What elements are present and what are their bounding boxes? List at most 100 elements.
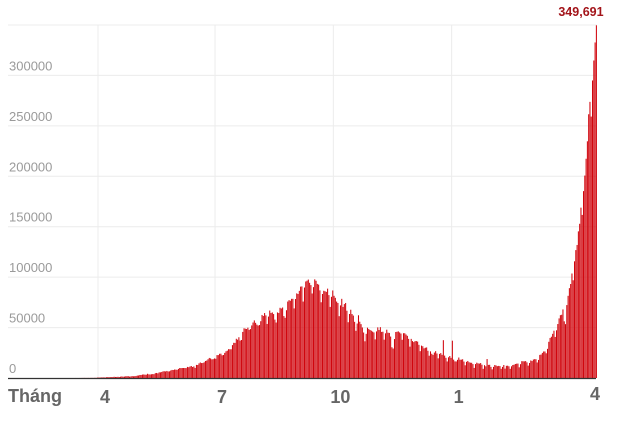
bar [228,349,230,378]
bar [554,336,556,378]
bar [260,321,262,378]
bar [208,357,210,378]
bar [170,370,172,378]
bar [294,299,296,378]
bar [157,373,159,378]
bar [189,366,191,378]
bar [432,354,434,378]
bar [397,331,399,378]
y-axis-labels: 0 50000 100000 150000 200000 250000 300000 [9,58,52,376]
bar [379,327,381,378]
bar [558,318,560,378]
bar [472,364,474,378]
bar [438,353,441,378]
bar [309,282,311,378]
bar [337,302,339,378]
bar [147,373,149,378]
bar [183,368,185,378]
bar [568,288,570,378]
bar [486,359,488,378]
bar [481,364,483,378]
bar [121,376,123,378]
bar [319,290,321,378]
bar [474,364,477,378]
bar [311,293,313,378]
bar [467,360,469,378]
bar [291,298,293,378]
bar [256,324,258,378]
bar [338,316,340,378]
bar [279,307,281,378]
bar [584,175,586,378]
bar [592,80,594,378]
bar [181,368,183,378]
bar [487,364,489,378]
bar [243,328,245,378]
bar [314,279,316,378]
bar [459,359,461,378]
bar [297,293,299,378]
bar [252,322,254,378]
bar [238,337,240,378]
bar [132,376,134,378]
bar [496,366,498,378]
bar [257,325,259,378]
bar [207,359,209,378]
bar [440,353,442,378]
bar [220,353,222,378]
bar [249,329,251,378]
bar [566,305,568,378]
bar [557,324,559,378]
bar [194,367,196,378]
bar [360,324,362,378]
bar [154,373,156,378]
bar [312,287,314,378]
bar [580,207,582,378]
bar [224,352,226,378]
bar [469,362,471,378]
bar [159,372,161,378]
bar [441,354,443,378]
bar [391,347,393,378]
bar [390,336,392,378]
bar [118,377,120,378]
bar [525,361,527,378]
bar [346,310,348,378]
bar [246,328,248,378]
bar [561,314,563,378]
bar [419,351,421,378]
bar [489,364,491,378]
bar [357,315,360,378]
bar [138,375,140,378]
bar [210,358,212,378]
bar [378,329,380,378]
bar [102,377,104,378]
bar [310,285,312,378]
bar [544,351,546,378]
bar [405,334,407,378]
bar [386,329,388,378]
bar [476,362,478,378]
bar [450,357,452,378]
x-tick-label: 4 [100,387,110,407]
bar [267,316,269,378]
bar [143,374,145,378]
bar [125,376,127,378]
bar [516,363,518,378]
bar [402,333,405,378]
y-tick-label: 200000 [9,159,52,174]
bar [327,288,329,378]
bar [114,376,116,378]
bar [112,376,114,378]
bar [420,345,423,378]
bar [455,361,457,378]
bar [296,293,298,378]
bar [148,374,150,378]
bar [423,348,425,378]
gridlines [8,24,597,378]
bar [230,349,232,378]
bar [499,366,501,378]
bar [320,302,322,378]
bar [163,371,165,378]
bar [539,354,541,378]
